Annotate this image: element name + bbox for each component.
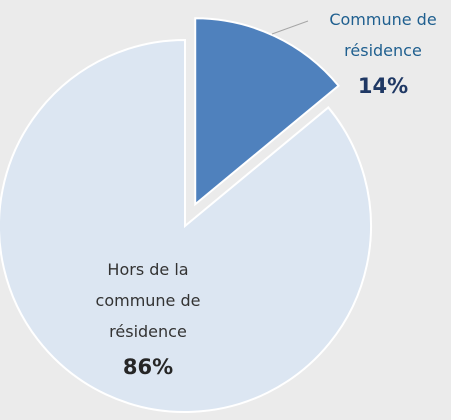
category-label: Commune de résidence <box>329 10 437 60</box>
leader-line <box>271 20 309 35</box>
slice-label: Commune de résidence 14% <box>324 4 442 106</box>
value-label: 86% <box>122 355 174 379</box>
slice-label: Hors de la commune de résidence 86% <box>89 254 207 387</box>
value-label: 14% <box>357 74 409 98</box>
pie-slice <box>0 38 372 413</box>
pie-slice <box>194 17 340 207</box>
category-label: Hors de la commune de résidence <box>95 260 201 341</box>
